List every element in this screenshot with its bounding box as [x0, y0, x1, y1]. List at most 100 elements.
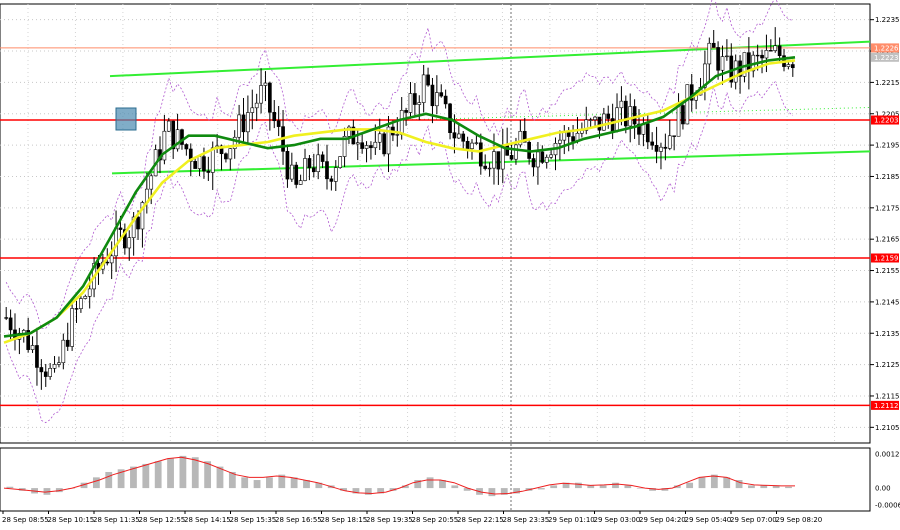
osc-histogram-bar [154, 461, 162, 489]
candle-body [360, 142, 364, 149]
osc-histogram-bar [401, 485, 409, 489]
candle-body [707, 42, 712, 65]
osc-histogram-bar [537, 488, 545, 490]
candle-body [703, 63, 707, 88]
candle-body [628, 106, 633, 127]
channel-upper-line [109, 40, 871, 78]
candle-body [443, 95, 448, 105]
trend-channel [109, 40, 871, 175]
price-tick-label: 1.2195 [875, 142, 900, 150]
time-tick-label: 28 Sep 19:35 [366, 516, 413, 524]
price-level-tag [871, 115, 899, 125]
candle-body [52, 364, 57, 369]
osc-histogram-bar [55, 488, 63, 493]
candle-body [246, 112, 250, 133]
osc-tick-label: 0.00127 [875, 451, 900, 459]
osc-histogram-bar [748, 485, 755, 489]
candle-body [470, 142, 474, 149]
candle-body [514, 144, 518, 160]
osc-histogram-bar [364, 488, 372, 495]
candle-body [681, 105, 685, 125]
osc-signal-line [3, 456, 795, 495]
candle-body [637, 123, 641, 135]
candle-body [70, 308, 74, 347]
candle-body [197, 156, 202, 169]
candle-body [456, 133, 461, 139]
candle-body [35, 345, 39, 368]
osc-histogram-bar [142, 463, 150, 489]
osc-histogram-bar [562, 482, 570, 489]
candle-body [645, 123, 650, 143]
candle-body [602, 113, 606, 131]
candle-body [549, 154, 553, 158]
candle-body [619, 100, 624, 109]
candle-body [584, 119, 589, 131]
candle-body [417, 102, 422, 105]
osc-histogram-bar [340, 488, 347, 491]
candle-body [294, 164, 299, 185]
price-level-tag-label: 1.2203 [874, 117, 899, 125]
osc-histogram-bar [389, 488, 397, 491]
candle-body [430, 84, 435, 107]
time-tick-label: 28 Sep 08:55 [2, 516, 49, 524]
candle-body [74, 308, 79, 310]
bollinger-bands [5, 0, 794, 424]
osc-histogram-bar [414, 480, 422, 489]
candle-body [496, 151, 501, 170]
candle-body [123, 229, 127, 249]
osc-histogram-bar [500, 488, 508, 495]
price-level-tag-label: 1.2159 [874, 254, 899, 262]
price-tick-label: 1.2145 [875, 298, 900, 306]
osc-histogram-bar [735, 480, 743, 489]
osc-histogram-bar [352, 488, 360, 494]
candle-body [338, 156, 343, 168]
price-level-tag-label: 1.2226 [874, 44, 899, 52]
entry-signal-box [115, 107, 137, 131]
candle-body [465, 140, 470, 149]
osc-histogram-bar [6, 486, 14, 489]
candle-body [43, 371, 48, 377]
candle-body [689, 84, 694, 101]
osc-histogram-bar [772, 485, 780, 489]
ma-green-line [3, 56, 796, 338]
candle-body [544, 156, 549, 163]
candle-body [57, 362, 61, 365]
candle-body [140, 202, 145, 230]
osc-histogram-bar [80, 482, 88, 489]
osc-tick-label: 0.00 [875, 485, 891, 493]
osc-histogram-bar [624, 485, 632, 489]
candle-body [342, 136, 347, 157]
candle-body [171, 120, 176, 150]
osc-histogram-bar [191, 457, 199, 489]
candle-body [224, 153, 228, 160]
candle-body [725, 55, 729, 58]
price-tick-label: 1.2205 [875, 110, 900, 118]
osc-histogram-bar [550, 485, 558, 489]
osc-histogram-bar [673, 485, 681, 489]
candle-body [773, 45, 778, 51]
candle-body [452, 132, 457, 139]
bollinger-lower [5, 81, 794, 424]
candle-body [571, 136, 575, 142]
price-tick-label: 1.2185 [875, 173, 900, 181]
candle-body [175, 129, 180, 150]
time-tick-label: 28 Sep 20:55 [412, 516, 459, 524]
price-tick-label: 1.2115 [875, 392, 900, 400]
candle-body [259, 85, 263, 104]
osc-histogram-bar [723, 477, 731, 489]
candle-body [747, 52, 751, 72]
candle-body [615, 107, 619, 132]
candle-body [87, 288, 92, 297]
candle-body [188, 148, 193, 162]
main-frame [0, 3, 871, 444]
candle-body [39, 367, 44, 373]
candle-body [716, 47, 720, 71]
candle-body [685, 84, 690, 125]
candle-body [131, 216, 136, 238]
candle-body [79, 298, 83, 310]
candle-body [136, 216, 140, 230]
time-tick-label: 29 Sep 05:40 [685, 516, 732, 524]
candle-body [531, 158, 536, 168]
osc-histogram-bar [117, 469, 125, 489]
